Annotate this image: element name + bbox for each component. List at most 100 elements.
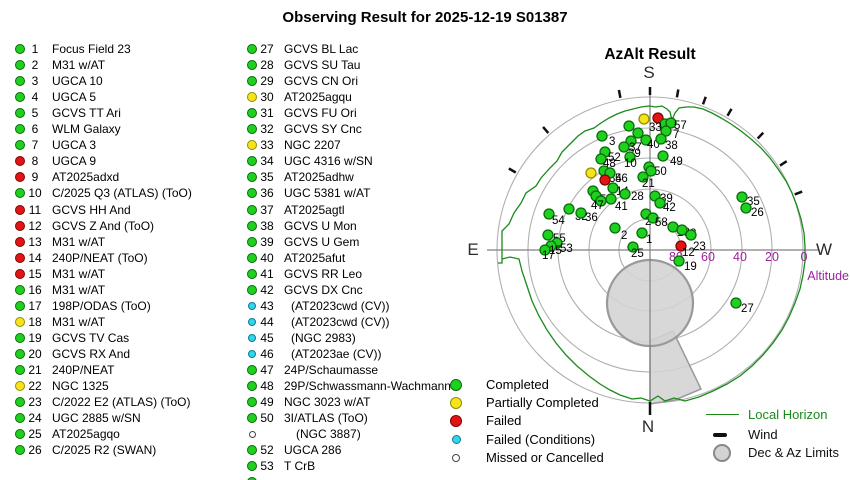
plot-point-label: 12 <box>682 247 695 259</box>
plot-point <box>675 240 687 252</box>
altitude-axis-label: Altitude <box>807 269 849 283</box>
plot-point-label: 15 <box>549 245 562 257</box>
target-status-dot <box>15 284 25 295</box>
plot-point <box>563 203 575 215</box>
plot-point-label: 56 <box>615 173 628 185</box>
target-name: 24P/Schaumasse <box>284 363 379 377</box>
target-status-dot <box>247 60 257 71</box>
target-row: 30 AT2025agqu <box>0 89 440 105</box>
status-legend-row: Failed <box>440 412 670 430</box>
target-row: 23 C/2022 E2 (ATLAS) (ToO) <box>0 394 440 410</box>
target-status-dot <box>15 365 25 375</box>
target-row: 38 GCVS U Mon <box>0 218 440 234</box>
target-status-dot <box>247 220 257 231</box>
failed_cond-legend-dot <box>451 435 461 445</box>
target-status-dot <box>247 124 257 135</box>
target-row: 29 GCVS CN Ori <box>0 73 440 89</box>
plot-point <box>624 151 636 163</box>
plot-point <box>657 150 669 162</box>
status-legend-label: Failed <box>486 413 522 429</box>
target-row: 46 (AT2023ae (CV)) <box>0 346 440 362</box>
target-row: 32 GCVS SY Cnc <box>0 121 440 137</box>
target-status-dot <box>247 108 257 119</box>
partial-legend-dot <box>450 397 462 410</box>
plot-point-label: 57 <box>674 120 687 132</box>
target-number: 30 <box>260 90 274 105</box>
target-name: GCVS U Gem <box>284 234 360 249</box>
plot-point-label: 47 <box>591 200 604 212</box>
target-row: 33 NGC 2207 <box>0 137 440 153</box>
failed-legend-dot <box>450 415 462 428</box>
wind-tick <box>675 89 680 98</box>
target-status-dot <box>247 156 257 167</box>
target-name: AT2025afut <box>284 250 346 265</box>
plot-point <box>645 165 657 177</box>
plot-point <box>685 229 697 241</box>
target-name: C/2022 E2 (ATLAS) (ToO) <box>52 395 191 410</box>
target-row: 26 C/2025 R2 (SWAN) <box>0 442 440 458</box>
target-row: 18 M31 w/AT <box>0 314 440 330</box>
plot-point <box>640 134 652 146</box>
target-status-dot <box>15 188 25 199</box>
target-number: 16 <box>28 282 42 297</box>
plot-point-label: 49 <box>670 156 683 168</box>
target-name: 240P/NEAT <box>52 363 115 377</box>
plot-point-label: 42 <box>663 202 676 214</box>
target-name: 240P/NEAT (ToO) <box>52 250 148 265</box>
target-status-dot <box>15 60 25 71</box>
altitude-tick-label: 0 <box>801 250 808 264</box>
target-status-dot <box>247 172 257 183</box>
target-status-dot <box>248 301 256 310</box>
target-name: C/2025 R2 (SWAN) <box>52 443 157 458</box>
target-number: 48 <box>260 379 274 394</box>
target-name: UGCA 3 <box>52 138 97 153</box>
target-row: 4 UGCA 5 <box>0 89 440 105</box>
target-name: AT2025adhw <box>284 170 354 185</box>
plot-point <box>623 120 635 132</box>
target-name: UGCA 5 <box>52 90 97 105</box>
target-name: UGC 5381 w/AT <box>284 186 371 201</box>
target-number: 26 <box>28 443 42 458</box>
target-number: 47 <box>260 363 274 377</box>
target-row <box>0 474 440 480</box>
target-status-dot <box>15 44 25 54</box>
target-row: 48 29P/Schwassmann-Wachmann <box>0 378 451 394</box>
target-number: 15 <box>28 266 42 281</box>
plot-point <box>585 167 597 179</box>
target-name: GCVS DX Cnc <box>284 282 363 297</box>
status-legend-label: Failed (Conditions) <box>486 431 596 447</box>
status-legend-row: Failed (Conditions) <box>440 431 670 449</box>
target-number: 1 <box>31 42 39 56</box>
target-number: 6 <box>31 122 39 137</box>
status-legend-label: Completed <box>486 377 549 392</box>
plot-point <box>542 229 554 241</box>
target-row: 34 UGC 4316 w/SN <box>0 153 440 169</box>
wind-tick <box>542 126 550 134</box>
plot-point <box>607 182 619 194</box>
target-status-dot <box>15 92 25 103</box>
plot-point-label: 25 <box>631 248 644 260</box>
target-name: T CrB <box>284 459 316 474</box>
target-number: 13 <box>28 234 42 249</box>
target-number: 10 <box>28 186 42 201</box>
target-row: 20 GCVS RX And <box>0 346 440 362</box>
altitude-tick-label: 20 <box>765 250 779 264</box>
plot-point-label: 54 <box>552 215 565 227</box>
target-number: 29 <box>260 74 274 89</box>
wind-tick <box>794 190 803 196</box>
wind-tick <box>617 89 622 99</box>
plot-point-label: 17 <box>542 250 555 262</box>
plot-point-label: 38 <box>665 140 678 152</box>
target-row: 52 UGCA 286 <box>0 442 440 458</box>
plot-point <box>599 174 611 186</box>
target-status-dot <box>15 300 25 311</box>
wind-tick <box>701 96 707 105</box>
wind-tick <box>779 160 788 167</box>
target-status-dot <box>15 172 25 183</box>
target-row: 27 GCVS BL Lac <box>0 41 440 57</box>
target-row: 49 NGC 3023 w/AT <box>0 394 440 410</box>
target-number: 33 <box>260 138 274 153</box>
page-title: Observing Result for 2025-12-19 S01387 <box>282 9 568 26</box>
target-status-dot <box>15 76 25 87</box>
